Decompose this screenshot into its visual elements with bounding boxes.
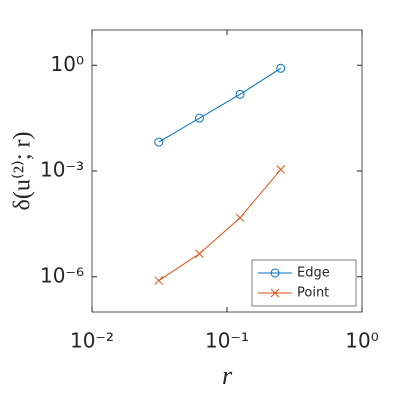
x-tick-label: 10⁻² [70, 329, 114, 353]
y-tick-label: 10⁰ [51, 52, 84, 76]
y-axis-label: δ(u⁽²⁾; r) [10, 132, 36, 211]
marker [195, 249, 204, 259]
y-tick-label: 10⁻³ [40, 158, 84, 182]
marker [235, 89, 245, 99]
marker [194, 113, 204, 123]
x-axis-label: r [222, 361, 233, 390]
legend-marker [270, 288, 280, 298]
legend-box [251, 259, 357, 307]
marker [276, 63, 286, 73]
series-line [158, 169, 282, 281]
series-line [158, 67, 281, 143]
y-tick-label: 10⁻⁶ [40, 263, 84, 287]
x-tick-label: 10⁻¹ [205, 329, 249, 353]
marker [154, 137, 164, 147]
marker [154, 276, 164, 285]
legend-label: Edge [297, 266, 330, 281]
marker [276, 165, 286, 174]
marker [235, 213, 245, 223]
legend-label: Point [297, 286, 329, 301]
x-tick-label: 10⁰ [345, 329, 378, 353]
legend-marker [270, 268, 280, 278]
